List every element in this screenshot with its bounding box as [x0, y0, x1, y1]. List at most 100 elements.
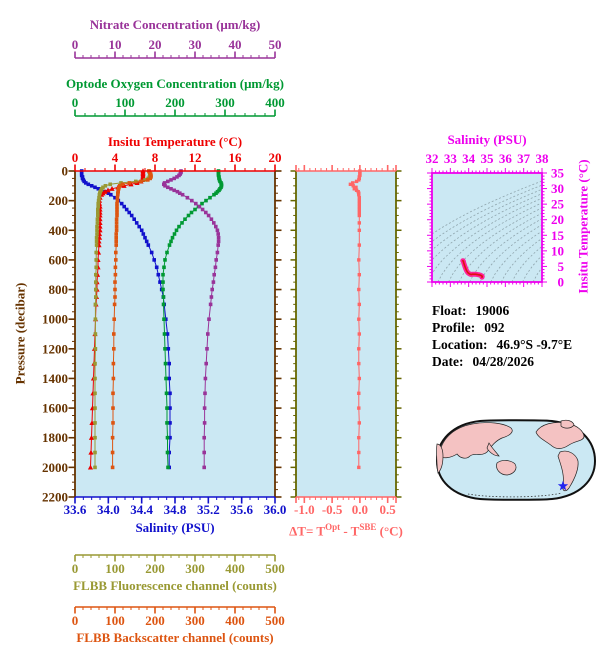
svg-text:35.2: 35.2	[197, 502, 220, 517]
fluorescence-axis-title: FLBB Fluorescence channel (counts)	[73, 578, 277, 593]
svg-text:100: 100	[105, 561, 125, 576]
svg-text:1000: 1000	[42, 312, 68, 327]
continent	[557, 450, 579, 492]
svg-text:0: 0	[558, 275, 565, 290]
svg-text:1800: 1800	[42, 430, 68, 445]
svg-text:37: 37	[517, 151, 531, 166]
svg-text:38: 38	[536, 151, 550, 166]
float-value: 19006	[475, 303, 510, 318]
svg-text:400: 400	[225, 561, 245, 576]
svg-text:400: 400	[225, 613, 245, 628]
svg-text:200: 200	[145, 613, 165, 628]
svg-text:33: 33	[444, 151, 458, 166]
svg-text:100: 100	[105, 613, 125, 628]
svg-text:15: 15	[551, 228, 565, 243]
svg-text:30: 30	[189, 37, 202, 52]
salinity-axis-title: Salinity (PSU)	[135, 520, 215, 535]
svg-text:0: 0	[72, 37, 79, 52]
svg-text:35: 35	[551, 166, 565, 181]
svg-text:500: 500	[265, 613, 285, 628]
profile-row: Profile: 092	[432, 319, 572, 336]
svg-text:300: 300	[215, 95, 235, 110]
svg-text:600: 600	[49, 252, 69, 267]
float-row: Float: 19006	[432, 302, 572, 319]
temperature-axis: 0 4 8 12 16 20	[72, 150, 282, 172]
oxygen-curve	[161, 169, 224, 470]
svg-text:200: 200	[145, 561, 165, 576]
svg-text:200: 200	[49, 193, 69, 208]
svg-text:12: 12	[189, 150, 202, 165]
fluorescence-axis: 0 100 200 300 400 500	[72, 554, 285, 576]
svg-text:300: 300	[185, 613, 205, 628]
ts-curve	[460, 258, 485, 280]
salinity-axis: 33.6 34.0 34.4 34.8 35.2 35.6 36.0	[64, 496, 287, 517]
svg-text:16: 16	[229, 150, 243, 165]
backscatter-axis-title: FLBB Backscatter channel (counts)	[76, 630, 274, 645]
svg-text:33.6: 33.6	[64, 502, 87, 517]
location-value: 46.9°S -9.7°E	[496, 337, 573, 352]
continent	[486, 442, 500, 457]
profile-value: 092	[484, 320, 505, 335]
svg-text:34.8: 34.8	[164, 502, 187, 517]
svg-text:4: 4	[112, 150, 119, 165]
svg-text:1200: 1200	[42, 341, 68, 356]
backscatter-axis: 0 100 200 300 400 500	[72, 606, 285, 628]
float-label: Float:	[432, 303, 467, 318]
svg-text:400: 400	[265, 95, 285, 110]
continent	[496, 460, 517, 476]
svg-text:800: 800	[49, 282, 69, 297]
svg-text:20: 20	[269, 150, 282, 165]
pressure-axis: 0 200 400 600 800 1000 1200 1400 1600 1800 2000 220…	[42, 164, 282, 505]
svg-text:32: 32	[426, 151, 439, 166]
float-info-panel: Float: 19006 Profile: 092 Location: 46.9…	[432, 302, 572, 370]
float-location-star	[557, 480, 569, 491]
svg-text:2000: 2000	[42, 460, 68, 475]
svg-text:1600: 1600	[42, 401, 68, 416]
location-row: Location: 46.9°S -9.7°E	[432, 336, 572, 353]
delta-t-plot-background	[296, 171, 396, 497]
date-row: Date: 04/28/2026	[432, 353, 572, 370]
svg-text:400: 400	[49, 223, 69, 238]
pressure-axis-title: Pressure (decibar)	[12, 282, 28, 385]
location-label: Location:	[432, 337, 488, 352]
svg-text:20: 20	[551, 212, 564, 227]
svg-text:200: 200	[165, 95, 185, 110]
svg-text:10: 10	[551, 243, 564, 258]
nitrate-curve	[162, 169, 221, 470]
svg-text:500: 500	[265, 561, 285, 576]
svg-text:36.0: 36.0	[264, 502, 287, 517]
ts-plot-background	[432, 173, 542, 282]
svg-text:0.5: 0.5	[380, 502, 397, 517]
date-value: 04/28/2026	[472, 354, 534, 369]
continent	[560, 419, 575, 429]
svg-text:0: 0	[72, 95, 79, 110]
delta-t-curve	[348, 169, 362, 470]
delta-t-frame: -1.0 -0.5 0.0 0.5	[290, 165, 402, 517]
svg-text:25: 25	[551, 197, 565, 212]
continent	[438, 422, 513, 459]
ts-density-contours	[432, 180, 542, 282]
ts-diagram-title: Salinity (PSU)	[447, 132, 527, 147]
svg-text:100: 100	[115, 95, 135, 110]
svg-text:0: 0	[72, 561, 79, 576]
date-label: Date:	[432, 354, 464, 369]
svg-text:-0.5: -0.5	[322, 502, 343, 517]
svg-text:36: 36	[499, 151, 513, 166]
ts-right-axis-title: Insitu Temperature (°C)	[575, 159, 591, 294]
svg-text:5: 5	[558, 259, 565, 274]
svg-text:300: 300	[185, 561, 205, 576]
svg-text:0.0: 0.0	[352, 502, 368, 517]
main-plot-background	[75, 171, 275, 497]
continent	[436, 443, 444, 474]
svg-text:20: 20	[149, 37, 162, 52]
svg-text:10: 10	[109, 37, 122, 52]
nitrate-axis-title: Nitrate Concentration (μm/kg)	[89, 17, 261, 32]
temperature-axis-title: Insitu Temperature (°C)	[107, 134, 243, 149]
svg-text:34.0: 34.0	[97, 502, 120, 517]
svg-text:34.4: 34.4	[130, 502, 153, 517]
svg-text:35.6: 35.6	[230, 502, 253, 517]
svg-text:0: 0	[62, 164, 69, 179]
svg-text:8: 8	[152, 150, 159, 165]
